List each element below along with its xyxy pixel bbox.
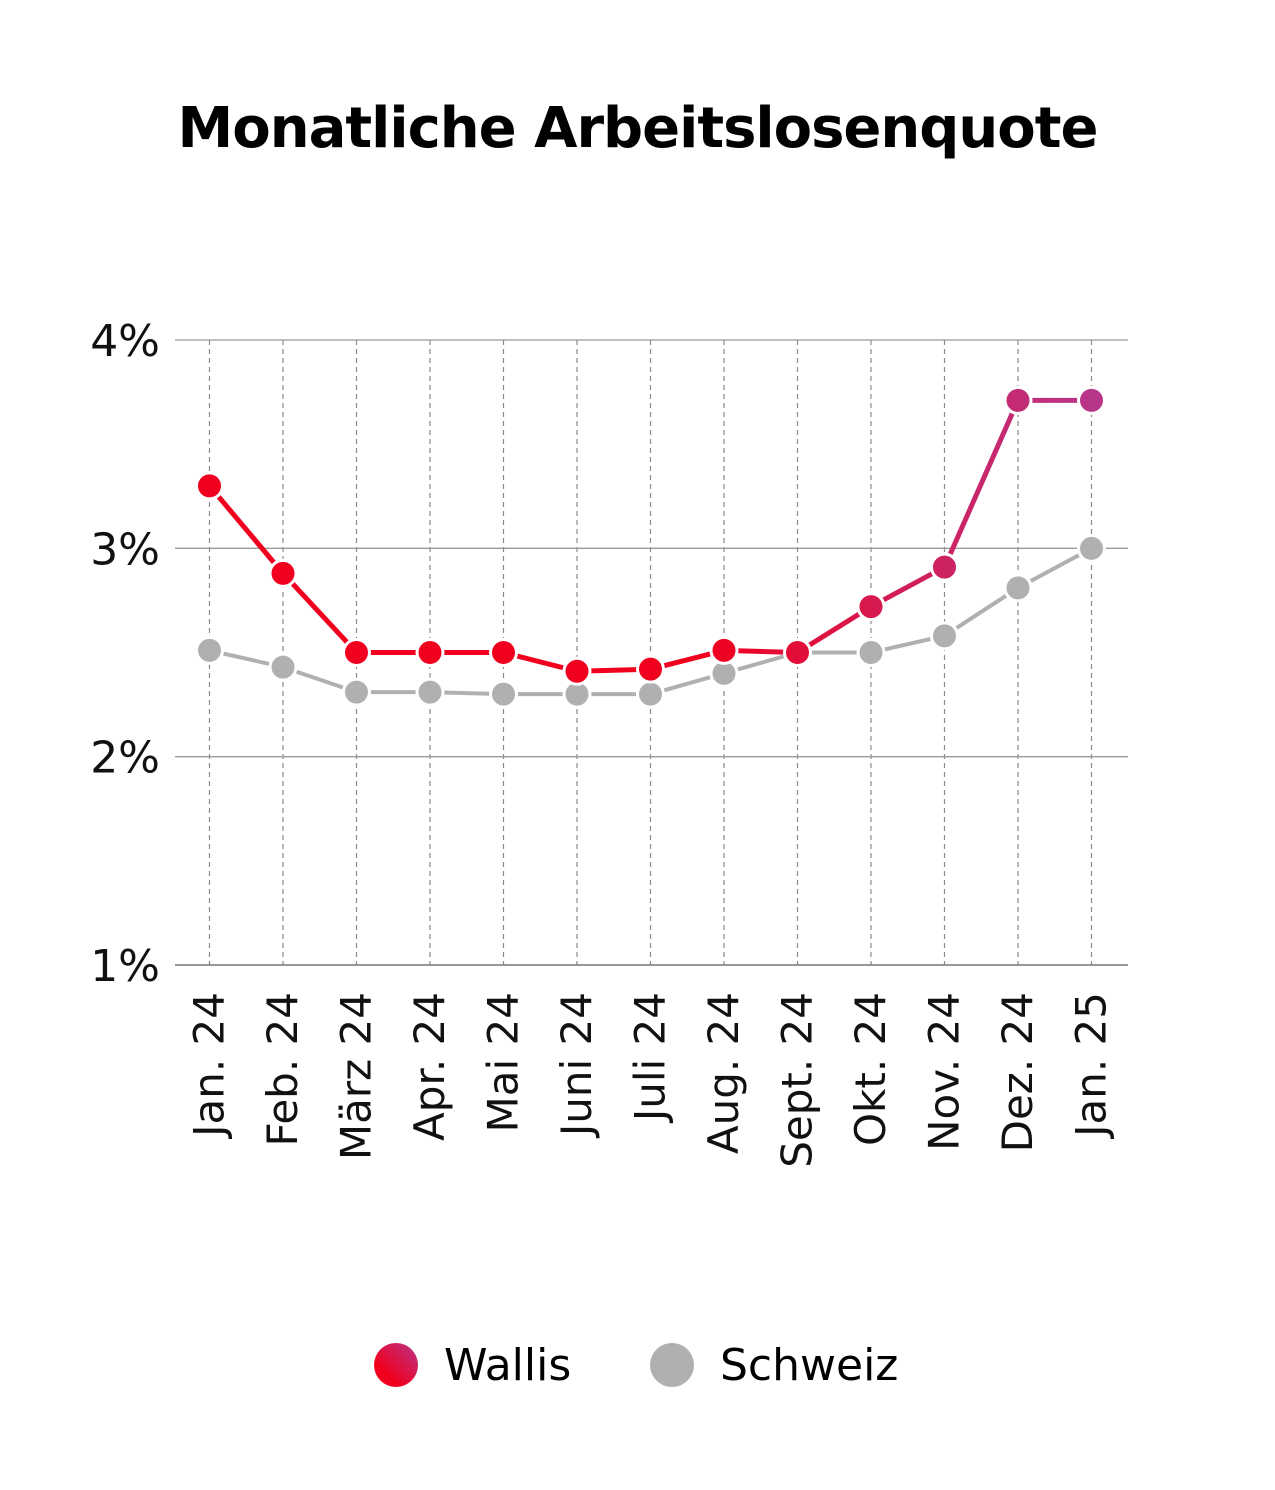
data-point-schweiz <box>636 679 665 709</box>
x-tick-label: Jan. 24 <box>185 992 234 1140</box>
data-point-wallis <box>1003 385 1033 415</box>
data-point-wallis <box>783 638 812 667</box>
x-tick-label: Juni 24 <box>552 992 601 1139</box>
data-point-schweiz <box>856 638 886 667</box>
data-point-schweiz <box>1077 533 1106 563</box>
data-point-wallis <box>1077 385 1106 415</box>
y-tick-label: 1% <box>90 941 160 992</box>
data-point-wallis <box>562 656 592 686</box>
data-point-wallis <box>195 471 224 501</box>
x-tick-label: März 24 <box>332 992 381 1160</box>
data-point-wallis <box>930 552 959 582</box>
series-layer <box>195 385 1106 709</box>
legend-swatch-schweiz <box>650 1343 694 1387</box>
data-point-wallis <box>489 638 518 667</box>
data-point-schweiz <box>1003 573 1033 603</box>
y-axis-ticks: 1% 2% 3% 4% <box>90 316 160 992</box>
legend-swatch-wallis <box>374 1343 418 1387</box>
legend-label-schweiz: Schweiz <box>720 1339 899 1391</box>
legend-item-wallis: Wallis <box>374 1330 571 1400</box>
y-tick-label: 4% <box>90 316 160 367</box>
chart-title: Monatliche Arbeitslosenquote <box>177 96 1099 161</box>
x-tick-label: Jan. 25 <box>1067 992 1116 1140</box>
legend-item-schweiz: Schweiz <box>650 1330 898 1400</box>
x-tick-label: Dez. 24 <box>993 992 1042 1152</box>
x-tick-label: Aug. 24 <box>699 992 748 1154</box>
x-tick-label: Nov. 24 <box>920 992 969 1151</box>
data-point-schweiz <box>415 677 445 707</box>
legend: Wallis Schweiz <box>0 1330 1275 1400</box>
data-point-schweiz <box>195 635 224 665</box>
data-point-wallis <box>636 654 665 684</box>
data-point-wallis <box>268 558 298 588</box>
data-point-wallis <box>415 638 445 667</box>
x-tick-label: Okt. 24 <box>846 992 895 1146</box>
data-point-wallis <box>709 635 739 665</box>
data-point-schweiz <box>268 652 298 682</box>
y-tick-label: 3% <box>90 524 160 575</box>
y-tick-label: 2% <box>90 733 160 784</box>
x-tick-label: Juli 24 <box>626 992 675 1124</box>
x-tick-label: Sept. 24 <box>773 992 822 1168</box>
data-point-wallis <box>856 592 886 622</box>
data-point-schweiz <box>342 677 371 707</box>
line-chart: 1% 2% 3% 4% Jan. 24 Feb. 24 März 24 Apr. 24 Mai… <box>90 316 1128 1168</box>
x-axis-ticks: Jan. 24 Feb. 24 März 24 Apr. 24 Mai 24 Juni 2… <box>185 992 1116 1168</box>
x-tick-label: Mai 24 <box>479 992 528 1132</box>
data-point-schweiz <box>489 679 518 709</box>
x-tick-label: Feb. 24 <box>258 992 307 1147</box>
grid-lines <box>175 339 1128 966</box>
data-point-schweiz <box>930 621 959 651</box>
data-point-wallis <box>342 638 371 667</box>
x-tick-label: Apr. 24 <box>405 992 454 1141</box>
legend-label-wallis: Wallis <box>444 1339 572 1391</box>
